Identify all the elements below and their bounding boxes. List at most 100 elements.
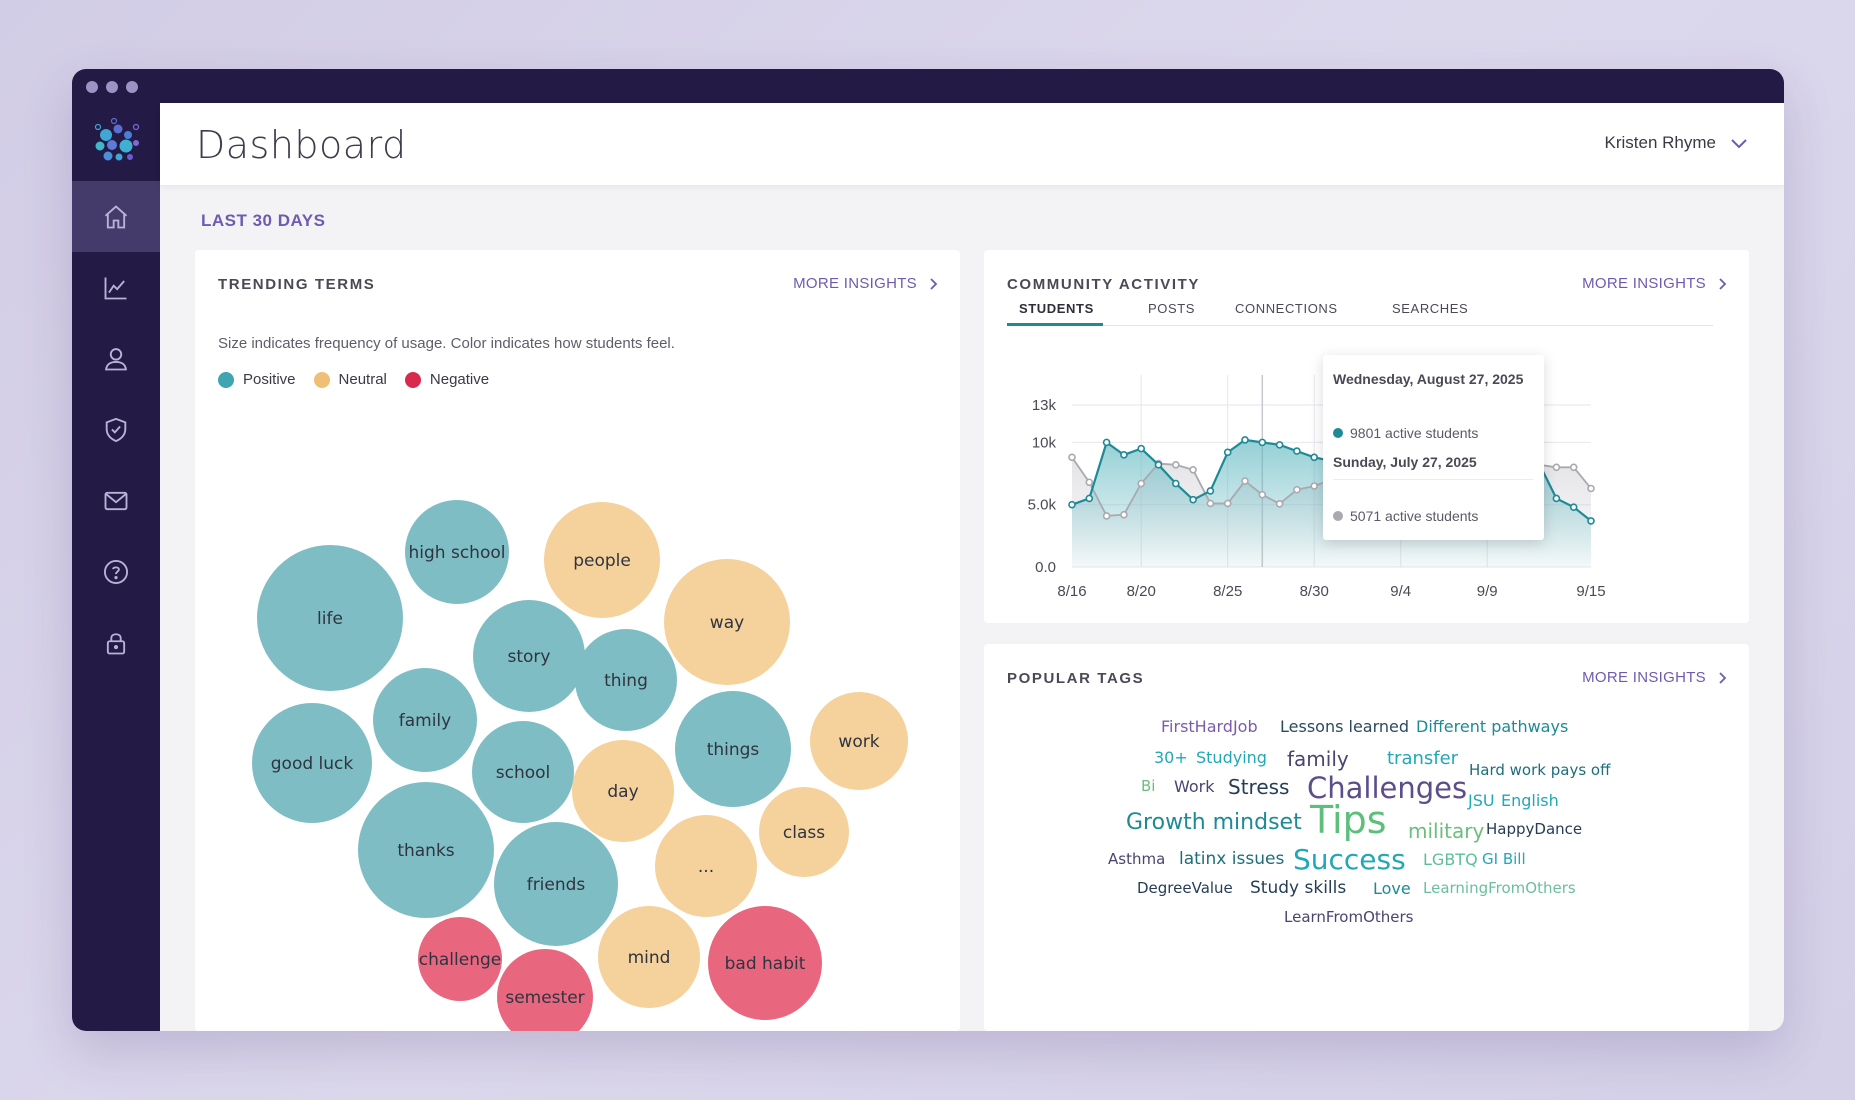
popular-tag[interactable]: Challenges [1307, 771, 1468, 805]
popular-tag[interactable]: LearnFromOthers [1284, 908, 1414, 926]
data-point[interactable] [1189, 495, 1197, 504]
data-point[interactable] [1137, 444, 1145, 453]
bubble-term[interactable]: story [473, 600, 585, 712]
bubble-term[interactable]: thing [575, 629, 677, 731]
popular-tag[interactable]: Different pathways [1416, 717, 1569, 736]
tab-searches[interactable]: SEARCHES [1392, 301, 1469, 316]
data-point[interactable] [1085, 478, 1094, 487]
popular-tag[interactable]: Work [1174, 777, 1215, 796]
data-point[interactable] [1102, 438, 1111, 447]
data-point[interactable] [1189, 466, 1197, 474]
popular-tag[interactable]: JSU [1468, 791, 1495, 810]
bubble-term[interactable]: way [664, 559, 790, 685]
popular-tag[interactable]: FirstHardJob [1161, 717, 1258, 736]
trending-more-insights-link[interactable]: MORE INSIGHTS [793, 275, 938, 292]
window-dot-close[interactable] [86, 81, 98, 93]
data-point[interactable] [1068, 500, 1076, 509]
popular-tag[interactable]: Asthma [1108, 850, 1166, 868]
data-point[interactable] [1552, 494, 1561, 503]
nav-analytics[interactable] [72, 252, 160, 323]
bubble-term[interactable]: semester [497, 949, 593, 1031]
tags-more-insights-link[interactable]: MORE INSIGHTS [1582, 669, 1727, 686]
user-menu[interactable]: Kristen Rhyme [1605, 133, 1748, 153]
popular-tag[interactable]: family [1287, 747, 1349, 771]
popular-tag[interactable]: GI Bill [1482, 850, 1526, 868]
popular-tag[interactable]: Bi [1141, 777, 1156, 795]
data-point[interactable] [1310, 453, 1319, 462]
data-point[interactable] [1154, 461, 1163, 469]
nav-messages[interactable] [72, 465, 160, 536]
tab-posts[interactable]: POSTS [1148, 301, 1196, 316]
popular-tag[interactable]: DegreeValue [1137, 879, 1233, 897]
popular-tag[interactable]: Hard work pays off [1469, 761, 1611, 779]
bubble-term[interactable]: class [759, 787, 849, 877]
bubble-term[interactable]: challenge [418, 917, 502, 1001]
data-point[interactable] [1102, 512, 1111, 520]
data-point[interactable] [1223, 499, 1232, 508]
data-point[interactable] [1587, 484, 1595, 493]
tab-connections[interactable]: CONNECTIONS [1235, 301, 1338, 316]
popular-tag[interactable]: Tips [1310, 798, 1387, 842]
bubble-term[interactable]: ... [655, 815, 757, 917]
bubble-term[interactable]: things [675, 691, 791, 807]
popular-tag[interactable]: Love [1373, 879, 1411, 898]
data-point[interactable] [1275, 500, 1284, 508]
popular-tag[interactable]: Stress [1228, 775, 1290, 799]
bubble-term[interactable]: day [572, 740, 674, 842]
data-point[interactable] [1206, 499, 1215, 508]
bubble-term[interactable]: family [373, 668, 477, 772]
data-point[interactable] [1569, 503, 1578, 511]
bubble-term[interactable]: mind [598, 906, 700, 1008]
nav-home[interactable] [72, 181, 160, 252]
popular-tag[interactable]: HappyDance [1486, 820, 1583, 838]
nav-help[interactable] [72, 536, 160, 607]
data-point[interactable] [1310, 482, 1319, 490]
bubble-term[interactable]: people [544, 502, 660, 618]
data-point[interactable] [1569, 463, 1578, 472]
data-point[interactable] [1258, 438, 1267, 447]
data-point[interactable] [1206, 487, 1215, 495]
data-point[interactable] [1241, 436, 1249, 444]
bubble-term[interactable]: friends [494, 822, 618, 946]
popular-tag[interactable]: Success [1293, 843, 1406, 876]
data-point[interactable] [1172, 479, 1180, 488]
tab-students[interactable]: STUDENTS [1019, 301, 1094, 316]
popular-tag[interactable]: LGBTQ [1423, 850, 1478, 869]
window-dot-minimize[interactable] [106, 81, 118, 93]
popular-tag[interactable]: Lessons learned [1280, 717, 1410, 736]
popular-tag[interactable]: transfer [1387, 748, 1459, 769]
window-dot-maximize[interactable] [126, 81, 138, 93]
data-point[interactable] [1085, 494, 1094, 503]
data-point[interactable] [1241, 477, 1249, 485]
popular-tag[interactable]: latinx issues [1179, 849, 1285, 869]
data-point[interactable] [1293, 485, 1301, 494]
popular-tag[interactable]: LearningFromOthers [1423, 879, 1576, 897]
data-point[interactable] [1120, 510, 1128, 519]
popular-tag[interactable]: military [1408, 819, 1485, 843]
popular-tag[interactable]: Studying [1196, 748, 1267, 767]
popular-tag[interactable]: 30+ [1154, 748, 1188, 767]
popular-tag[interactable]: Growth mindset [1126, 810, 1302, 835]
popular-tag[interactable]: English [1501, 791, 1559, 810]
data-point[interactable] [1293, 447, 1301, 455]
data-point[interactable] [1587, 517, 1595, 525]
popular-tag[interactable]: Study skills [1250, 878, 1347, 898]
data-point[interactable] [1137, 479, 1145, 488]
bubble-term[interactable]: high school [405, 500, 509, 604]
bubble-term[interactable]: good luck [252, 703, 372, 823]
bubble-term[interactable]: bad habit [708, 906, 822, 1020]
data-point[interactable] [1172, 461, 1180, 469]
bubble-term[interactable]: life [257, 545, 403, 691]
community-more-insights-link[interactable]: MORE INSIGHTS [1582, 275, 1727, 292]
nav-users[interactable] [72, 323, 160, 394]
data-point[interactable] [1120, 451, 1128, 459]
data-point[interactable] [1552, 463, 1561, 472]
bubble-term[interactable]: thanks [358, 782, 494, 918]
data-point[interactable] [1258, 490, 1267, 499]
data-point[interactable] [1275, 441, 1284, 449]
data-point[interactable] [1068, 453, 1076, 462]
nav-security[interactable] [72, 394, 160, 465]
bubble-term[interactable]: work [810, 692, 908, 790]
nav-privacy[interactable] [72, 607, 160, 678]
data-point[interactable] [1223, 448, 1232, 457]
